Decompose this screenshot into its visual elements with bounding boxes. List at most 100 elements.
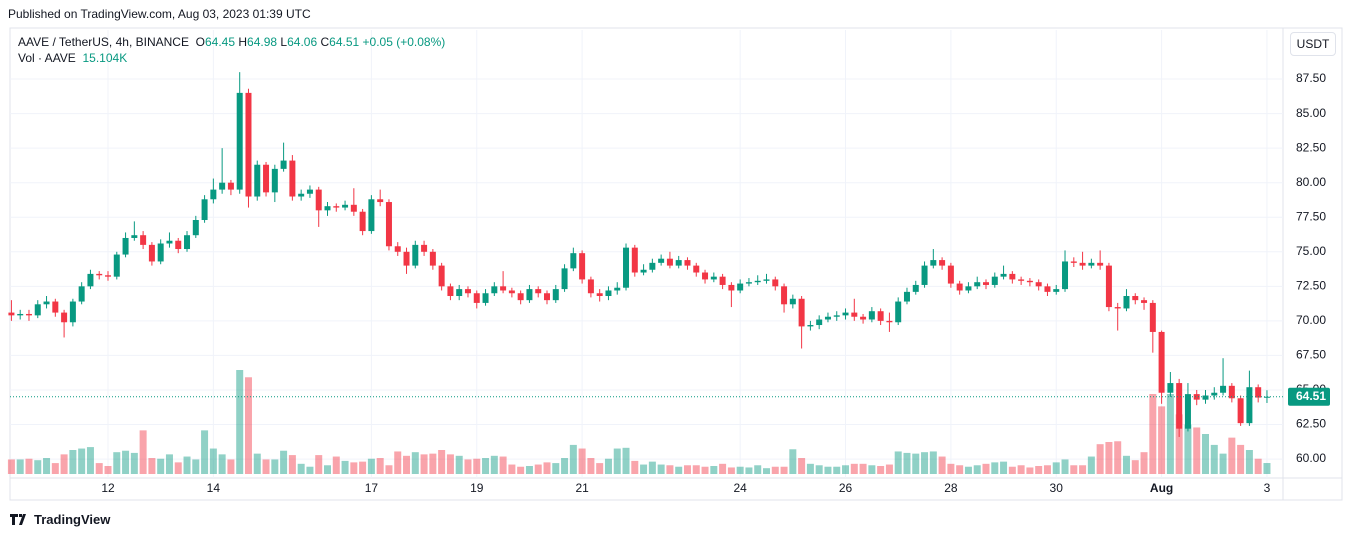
volume-bar — [1219, 453, 1227, 474]
candle-body — [192, 220, 199, 236]
volume-bar — [218, 454, 226, 474]
candle-body — [227, 182, 234, 190]
candle-body — [596, 293, 603, 297]
volume-bar — [675, 466, 683, 474]
y-tick-label: 60.00 — [1296, 451, 1326, 465]
candle-body — [737, 283, 744, 291]
candle-body — [526, 289, 533, 301]
volume-bar — [455, 455, 463, 474]
volume-bar — [209, 448, 217, 474]
candle-body — [43, 301, 50, 305]
candle-body — [587, 279, 594, 294]
x-tick-label: 3 — [1264, 481, 1271, 495]
volume-bar — [192, 459, 200, 474]
candles — [8, 72, 1270, 437]
candle-body — [271, 168, 278, 193]
candle-body — [421, 244, 428, 252]
candle-body — [868, 311, 875, 320]
candle-body — [658, 258, 665, 263]
volume-bar — [824, 466, 832, 474]
volume-bar — [43, 458, 51, 474]
volume-bar — [1000, 461, 1008, 474]
volume-bar — [727, 467, 735, 474]
volume-bar — [1061, 459, 1069, 474]
y-tick-label: 85.00 — [1296, 106, 1326, 120]
volume-bar — [596, 463, 604, 474]
candle-body — [842, 312, 849, 316]
candle-body — [930, 260, 937, 266]
candle-body — [947, 265, 954, 284]
volume-bar — [1263, 463, 1271, 474]
candle-body — [34, 304, 41, 316]
candle-body — [877, 311, 884, 321]
volume-bar — [78, 448, 86, 474]
candle-body — [1062, 261, 1069, 290]
candle-body — [745, 282, 752, 284]
candle-body — [1255, 387, 1262, 398]
volume-bar — [1131, 460, 1139, 474]
candle-body — [693, 265, 700, 273]
volume-pane — [7, 370, 1271, 474]
candle-body — [289, 160, 296, 197]
candle-body — [473, 293, 480, 303]
volume-bar — [148, 458, 156, 474]
candle-body — [1132, 296, 1139, 301]
candle-body — [140, 235, 147, 245]
candle-body — [1176, 383, 1183, 429]
grid — [10, 30, 1283, 478]
high-prefix: H — [238, 35, 248, 49]
y-tick-label: 87.50 — [1296, 71, 1326, 85]
candle-body — [175, 240, 182, 250]
volume-bar — [16, 459, 24, 474]
volume-bar — [956, 465, 964, 474]
volume-bar — [701, 466, 709, 474]
volume-bar — [964, 466, 972, 474]
candle-body — [886, 320, 893, 323]
volume-bar — [859, 463, 867, 474]
candle-body — [1079, 262, 1086, 266]
currency-button[interactable]: USDT — [1290, 32, 1336, 56]
volume-bar — [420, 454, 428, 474]
candle-body — [631, 247, 638, 273]
y-tick-label: 70.00 — [1296, 313, 1326, 327]
volume-bar — [95, 463, 103, 474]
volume-bar — [754, 465, 762, 474]
candle-body — [394, 246, 401, 252]
volume-bar — [367, 458, 375, 474]
volume-bar — [1158, 406, 1166, 474]
last-price-label: 64.51 — [1296, 389, 1326, 403]
volume-bar — [7, 459, 15, 474]
candle-body — [69, 301, 76, 323]
volume-bar — [613, 448, 621, 474]
candle-body — [1018, 279, 1025, 281]
candle-body — [1220, 385, 1227, 393]
volume-bar — [525, 466, 533, 474]
volume-bar — [1114, 441, 1122, 474]
candle-body — [131, 235, 138, 238]
candle-body — [385, 202, 392, 247]
published-note: Published on TradingView.com, Aug 03, 20… — [8, 7, 311, 21]
candle-body — [8, 312, 15, 316]
candle-body — [17, 313, 24, 316]
candle-body — [535, 289, 542, 294]
volume-bar — [376, 458, 384, 474]
volume-bar — [280, 450, 288, 474]
candle-body — [113, 254, 120, 277]
volume-bar — [833, 466, 841, 474]
volume-bar — [244, 377, 252, 474]
volume-bar — [183, 456, 191, 474]
candle-body — [991, 276, 998, 285]
candle-body — [61, 312, 68, 323]
volume-bar — [482, 458, 490, 474]
candle-body — [763, 279, 770, 281]
volume-bar — [271, 459, 279, 474]
volume-bar — [499, 456, 507, 474]
volume-bar — [201, 430, 209, 474]
x-tick-label: 17 — [365, 481, 379, 495]
volume-bar — [903, 452, 911, 474]
candle-body — [508, 290, 515, 294]
candle-body — [359, 211, 366, 232]
candle-body — [96, 273, 103, 276]
candle-body — [500, 286, 507, 291]
